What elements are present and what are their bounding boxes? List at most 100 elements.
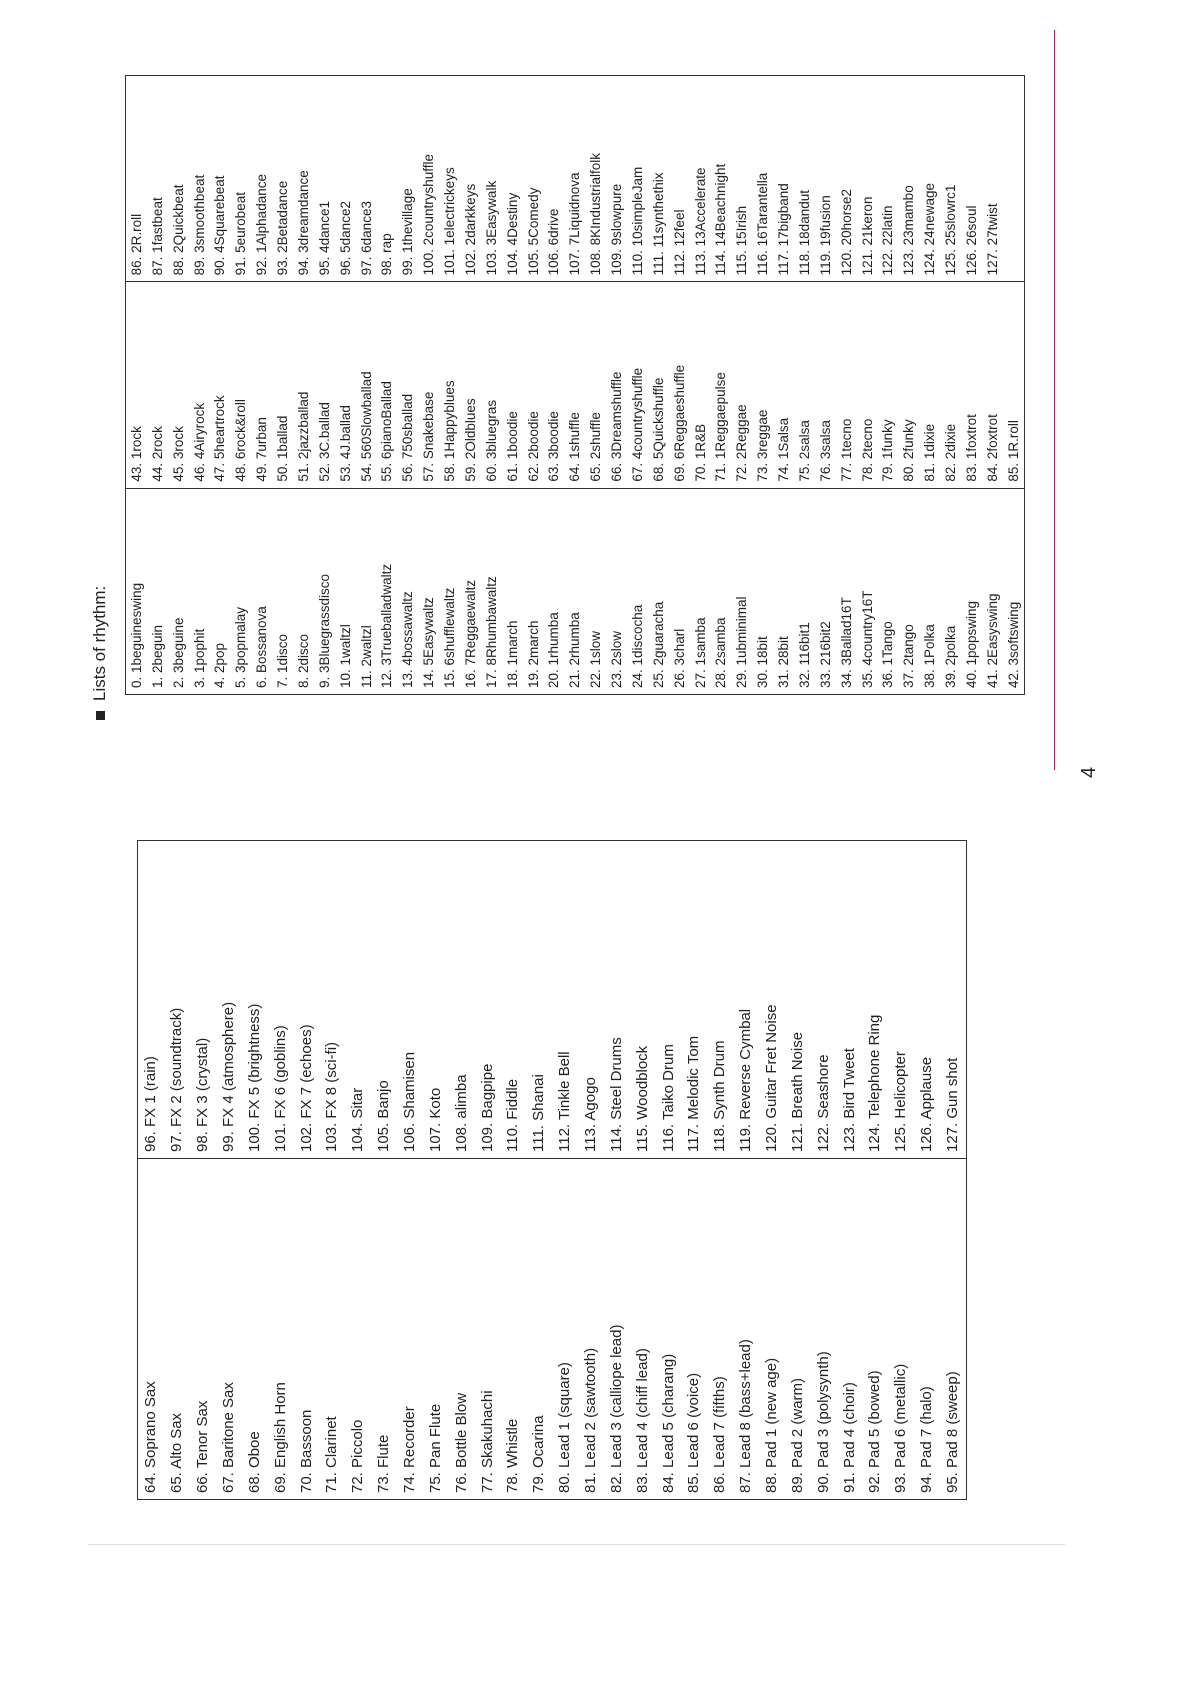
table-cell: 44. 2rock (146, 281, 168, 489)
table-cell: 66. 3Dreamshuffle (606, 281, 627, 489)
table-row: 20. 1rhumba 63. 3boodie 106. 6drive (543, 75, 565, 695)
table-cell: 81. Lead 2 (sawtooth) (577, 1158, 604, 1500)
table-row: 3. 1pophit 46. 4Airyrock 89. 3smoothbeat (188, 75, 210, 695)
table-row: 5. 3popmalay 48. 6rock&roll 91. 5eurobeat (230, 75, 252, 695)
table-cell: 29. 1ubminimal (731, 488, 753, 695)
table-cell: 108. alimba (448, 840, 475, 1159)
table-cell: 112. Tinkle Bell (551, 840, 578, 1159)
table-row: 9. 3Bluegrassdisco 52. 3C.ballad 95. 4danc… (313, 75, 335, 695)
table-cell: 66. Tenor Sax (189, 1158, 216, 1500)
table-row: 11. 2waltzl 54. 560Slowballad 97. 6dance3 (355, 75, 377, 695)
table-cell: 75. Pan Flute (422, 1158, 449, 1500)
table-cell: 62. 2boodie (522, 281, 544, 489)
table-cell: 118. 18dandut (794, 75, 815, 282)
table-cell: 64. 1shuffle (564, 281, 586, 489)
table-cell: 111. Shanai (525, 840, 552, 1159)
table-cell: 100. 2countryshuffle (418, 75, 440, 282)
table-row: 32. 116bit1 75. 2salsa 118. 18dandut (794, 75, 815, 695)
table-row: 95. Pad 8 (sweep) 127. Gun shot (939, 840, 966, 1500)
table-cell: 73. Flute (370, 1158, 397, 1500)
table-cell: 87. Lead 8 (bass+lead) (732, 1158, 759, 1500)
table-row: 80. Lead 1 (square) 112. Tinkle Bell (551, 840, 578, 1500)
table-row: 15. 6shufflewaltz 58. 1Happyblues 101. 1el… (439, 75, 460, 695)
table-cell: 125. Helicopter (887, 840, 914, 1159)
table-cell: 91. 5eurobeat (230, 75, 252, 282)
table-cell: 27. 1samba (689, 488, 711, 695)
table-cell: 101. FX 6 (goblins) (267, 840, 294, 1159)
divider (1054, 30, 1055, 770)
table-cell: 110. 10simpleJam (627, 75, 648, 282)
table-row: 42. 3softswing 85. 1R.roll (1002, 75, 1025, 695)
table-cell: 80. 2funky (898, 281, 920, 489)
table-cell: 91. Pad 4 (choir) (836, 1158, 863, 1500)
table-cell: 88. 2Quickbeat (167, 75, 189, 282)
table-cell: 95. 4dance1 (313, 75, 335, 282)
table-cell: 107. Koto (422, 840, 449, 1159)
table-row: 84. Lead 5 (charang) 116. Taiko Drum (655, 840, 682, 1500)
table-cell: 56. 750sballad (397, 281, 419, 489)
table-cell: 127. Gun shot (939, 840, 966, 1159)
table-row: 82. Lead 3 (calliope lead) 114. Steel Dru… (603, 840, 630, 1500)
table-cell: 81. 1dixie (919, 281, 941, 489)
table-cell: 54. 560Slowballad (355, 281, 377, 489)
table-cell: 32. 116bit1 (794, 488, 815, 695)
page-number: 4 (1078, 766, 1100, 778)
table-cell: 37. 2tango (898, 488, 920, 695)
table-cell: 115. 15Irish (731, 75, 753, 282)
table-cell: 22. 1slow (585, 488, 607, 695)
table-row: 19. 2march 62. 2boodie 105. 5Comedy (522, 75, 544, 695)
table-cell: 71. 1Reggaepulse (710, 281, 732, 489)
table-cell: 111. 11synthethix (647, 75, 669, 282)
table-cell: 105. 5Comedy (522, 75, 544, 282)
table-cell: 35. 4country16T (856, 488, 878, 695)
table-row: 28. 2samba 71. 1Reggaepulse 114. 14Beachni… (710, 75, 732, 695)
table-cell: 43. 1rock (125, 281, 147, 489)
table-row: 93. Pad 6 (metallic) 125. Helicopter (887, 840, 914, 1500)
table-cell: 72. 2Reggae (731, 281, 753, 489)
table-cell: 123. Bird Tweet (836, 840, 863, 1159)
table-row: 14. 5Easywaltz 57. Snakebase 100. 2country… (418, 75, 440, 695)
table-cell: 3. 1pophit (188, 488, 210, 695)
table-cell: 83. 1foxtrot (961, 281, 982, 489)
title-text: Lists of rhythm: (90, 585, 109, 701)
table-cell: 42. 3softswing (1002, 488, 1025, 695)
table-cell: 26. 3charl (668, 488, 690, 695)
table-row: 37. 2tango 80. 2funky 123. 23mambo (898, 75, 920, 695)
table-cell: 49. 7urban (251, 281, 273, 489)
table-row: 78. Whistle 110. Fiddle (500, 840, 526, 1500)
table-cell: 79. Ocarina (525, 1158, 552, 1500)
table-cell: 21. 2rhumba (564, 488, 586, 695)
table-row: 27. 1samba 70. 1R&B 113. 13Accelerate (689, 75, 711, 695)
table-cell: 68. 5Quickshuffle (647, 281, 669, 489)
table-cell: 67. Baritone Sax (215, 1158, 242, 1500)
table-row: 23. 2slow 66. 3Dreamshuffle 109. 9slowpure (606, 75, 627, 695)
table-cell: 118. Synth Drum (706, 840, 733, 1159)
table-row: 92. Pad 5 (bowed) 124. Telephone Ring (862, 840, 888, 1500)
table-row: 26. 3charl 69. 6Reggaeshuffle 112. 12feel (668, 75, 690, 695)
table-cell: 93. Pad 6 (metallic) (887, 1158, 914, 1500)
table-cell: 46. 4Airyrock (188, 281, 210, 489)
table-cell: 103. 3Easywalk (480, 75, 502, 282)
table-cell: 114. 14Beachnight (710, 75, 732, 282)
table-cell: 18. 1march (501, 488, 523, 695)
table-cell: 67. 4countryshuffle (627, 281, 648, 489)
table-cell: 17. 8Rhumbawaltz (480, 488, 502, 695)
table-cell: 47. 5heartrock (209, 281, 231, 489)
table-cell: 95. Pad 8 (sweep) (939, 1158, 966, 1500)
table-cell: 74. Recorder (396, 1158, 423, 1500)
table-cell: 97. FX 2 (soundtrack) (163, 840, 190, 1159)
table-row: 65. Alto Sax 97. FX 2 (soundtrack) (163, 840, 190, 1500)
table-row: 40. 1popswing 83. 1foxtrot 126. 26soul (961, 75, 982, 695)
table-cell: 4. 2pop (209, 488, 231, 695)
table-row: 31. 28bit 74. 1Salsa 117. 17bigband (773, 75, 794, 695)
table-cell: 69. 6Reggaeshuffle (668, 281, 690, 489)
table-row: 4. 2pop 47. 5heartrock 90. 4Squarebeat (209, 75, 231, 695)
table-cell: 78. 2tecno (856, 281, 878, 489)
table-row: 17. 8Rhumbawaltz 60. 3bluegras 103. 3Easyw… (480, 75, 502, 695)
table-row: 1. 2beguin 44. 2rock 87. 1fastbeat (146, 75, 168, 695)
section-title: Lists of rhythm: (90, 586, 110, 720)
table-cell: 70. Bassoon (293, 1158, 320, 1500)
table-cell: 125. 25slowrc1 (940, 75, 961, 282)
table-cell: 109. 9slowpure (606, 75, 627, 282)
table-cell: 127. 27twist (981, 75, 1003, 282)
